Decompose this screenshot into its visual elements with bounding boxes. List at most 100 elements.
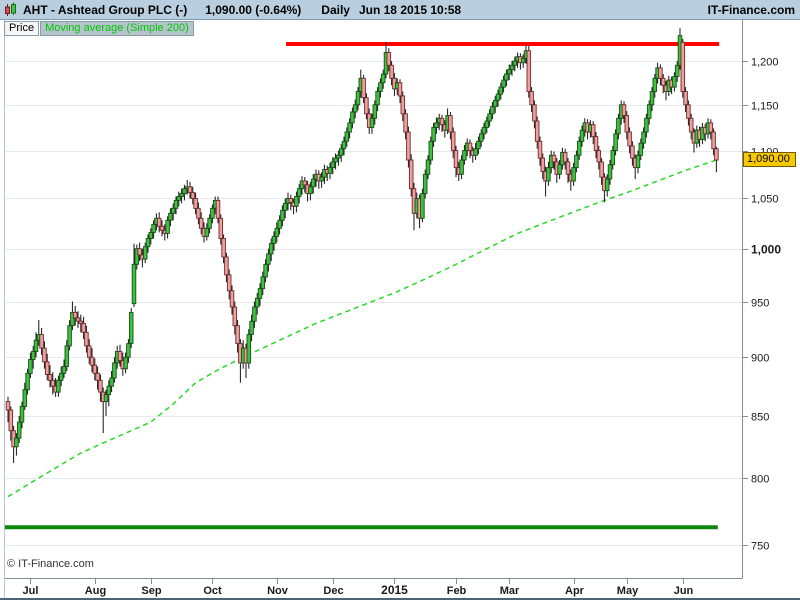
tab-price[interactable]: Price xyxy=(4,21,40,36)
candle-up xyxy=(330,161,336,169)
last-price-marker: 1,090.00 xyxy=(743,152,796,167)
x-tick-label: Apr xyxy=(565,585,585,597)
candle-down xyxy=(288,198,294,203)
candle-up xyxy=(145,238,151,248)
candle-down xyxy=(596,150,602,163)
candle-up xyxy=(487,113,492,122)
x-tick-label: 2015 xyxy=(381,583,408,597)
candle-up xyxy=(165,219,170,234)
candle-down xyxy=(532,104,537,122)
candle-up xyxy=(635,154,641,169)
candle-up xyxy=(506,69,512,75)
candle-down xyxy=(235,325,240,345)
x-tick-label: Mar xyxy=(500,585,520,597)
y-tick-label: 800 xyxy=(751,474,769,486)
candle-up xyxy=(103,394,109,403)
candle-up xyxy=(490,106,495,115)
candle-down xyxy=(627,131,632,147)
candle-up xyxy=(372,104,378,119)
candle-up xyxy=(422,173,428,195)
candle-down xyxy=(78,320,84,324)
y-tick-label: 1,050 xyxy=(751,194,779,206)
candle-down xyxy=(565,161,571,175)
candle-up xyxy=(375,91,380,106)
candle-down xyxy=(397,82,403,97)
candle-up xyxy=(19,405,25,423)
candle-up xyxy=(282,202,288,211)
candle-up xyxy=(64,345,70,367)
candle-up xyxy=(344,131,350,142)
candle-up xyxy=(338,148,344,156)
candle-up xyxy=(280,209,285,221)
candle-down xyxy=(137,248,142,256)
candle-up xyxy=(498,86,504,95)
candle-up xyxy=(176,196,182,201)
candle-down xyxy=(117,351,123,362)
candle-up xyxy=(274,227,280,237)
candle-down xyxy=(81,322,86,333)
x-tick-label: Nov xyxy=(267,585,289,597)
candle-up xyxy=(378,82,383,92)
candle-up xyxy=(613,133,618,152)
x-axis-labels: Jul Aug Sep Oct Nov Dec 2015 Feb Mar Apr May Jun xyxy=(23,578,694,597)
candle-up xyxy=(58,372,64,381)
candle-up xyxy=(604,178,610,192)
x-tick-label: Aug xyxy=(85,585,106,597)
candle-up xyxy=(557,164,562,175)
candle-down xyxy=(44,361,50,375)
candle-down xyxy=(450,131,456,152)
candle-up xyxy=(638,142,644,156)
candle-up xyxy=(254,297,260,308)
candle-down xyxy=(8,409,14,432)
candle-up xyxy=(308,186,313,195)
candle-up xyxy=(672,76,677,88)
candle-up xyxy=(210,207,215,219)
candle-down xyxy=(218,217,224,239)
candle-up xyxy=(501,79,506,88)
candle-down xyxy=(389,64,394,79)
candle-down xyxy=(196,207,201,219)
candle-up xyxy=(574,154,579,169)
candle-up xyxy=(420,193,425,219)
candle-down xyxy=(448,115,453,133)
candle-down xyxy=(75,317,81,322)
candle-up xyxy=(131,263,137,305)
candle-down xyxy=(708,122,714,133)
candle-up xyxy=(428,140,434,161)
candle-down xyxy=(534,120,540,142)
candle-down xyxy=(98,379,103,393)
candle-down xyxy=(658,67,663,79)
candle-up xyxy=(571,167,576,182)
candle-down xyxy=(537,140,543,159)
candle-down xyxy=(156,217,162,227)
tab-moving-average[interactable]: Moving average (Simple 200) xyxy=(40,21,194,36)
candle-up xyxy=(128,311,134,344)
candle-down xyxy=(714,148,719,161)
candle-down xyxy=(226,274,232,292)
candle-up xyxy=(520,57,526,64)
candle-up xyxy=(246,334,252,364)
candle-up xyxy=(355,91,361,106)
candle-up xyxy=(56,379,61,393)
candle-up xyxy=(352,104,358,113)
candle-up xyxy=(652,77,658,92)
candle-down xyxy=(551,154,557,163)
y-tick-label: 750 xyxy=(751,541,769,553)
candle-down xyxy=(5,401,11,411)
x-tick-label: Jul xyxy=(23,585,39,597)
candle-down xyxy=(660,77,666,86)
candle-up xyxy=(478,133,484,142)
candle-down xyxy=(408,159,414,190)
candle-down xyxy=(72,311,78,319)
candle-up xyxy=(168,212,173,221)
candle-up xyxy=(123,356,128,370)
candle-up xyxy=(674,64,680,78)
candle-up xyxy=(134,248,140,265)
candle-up xyxy=(106,385,112,395)
candle-up xyxy=(327,167,333,174)
candle-down xyxy=(232,306,238,327)
candle-up xyxy=(33,339,39,352)
candle-down xyxy=(593,136,599,151)
